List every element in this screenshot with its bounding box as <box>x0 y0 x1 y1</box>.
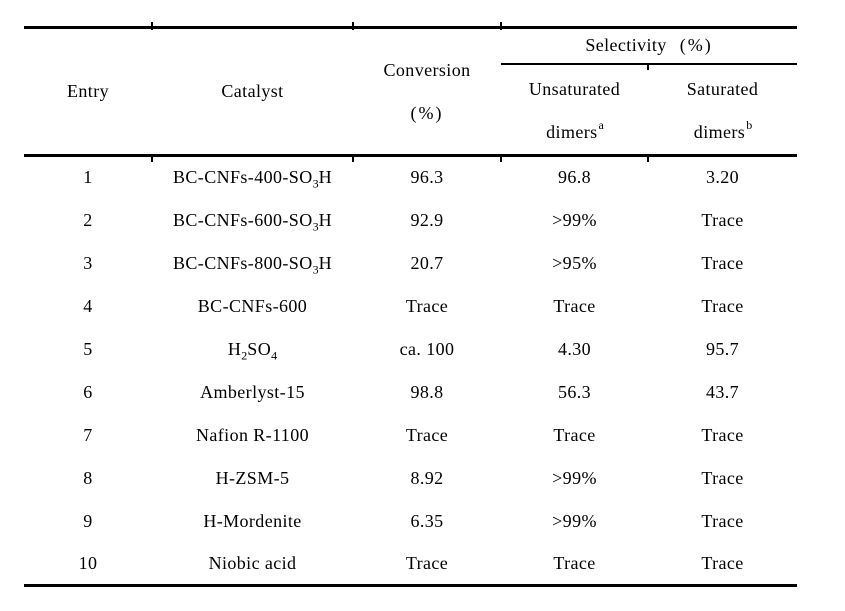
cell-conversion: 92.9 <box>410 209 444 230</box>
cell-conversion: 6.35 <box>410 510 444 531</box>
cell-entry: 5 <box>83 338 93 359</box>
cell-saturated-dimers: Trace <box>701 252 744 273</box>
column-boundary-tick <box>352 154 354 162</box>
table-row: 8 H-ZSM-5 8.92 >99% Trace <box>24 457 797 500</box>
cell-entry: 8 <box>83 467 93 488</box>
cell-unsaturated-dimers: >99% <box>552 209 597 230</box>
header-conversion: Conversion (%) <box>353 27 501 157</box>
footnote-marker-a: a <box>598 118 604 132</box>
header-conversion-label: Conversion <box>383 59 471 80</box>
catalyst-results-table: Entry Catalyst Conversion (%) Selectivit… <box>24 26 797 587</box>
cell-unsaturated-dimers: >95% <box>552 252 597 273</box>
header-catalyst: Catalyst <box>152 27 353 157</box>
table-header: Entry Catalyst Conversion (%) Selectivit… <box>24 27 797 157</box>
table-body: 1 BC-CNFs-400-SO3H 96.3 96.8 3.20 2 BC-C… <box>24 156 797 586</box>
cell-catalyst: BC-CNFs-600 <box>197 295 308 316</box>
cell-conversion: Trace <box>405 552 449 573</box>
header-row-group: Entry Catalyst Conversion (%) Selectivit… <box>24 27 797 157</box>
cell-entry: 7 <box>83 424 93 445</box>
cell-catalyst: BC-CNFs-800-SO3H <box>172 252 333 277</box>
cell-conversion: 20.7 <box>410 252 444 273</box>
header-entry: Entry <box>24 27 152 157</box>
cell-entry: 1 <box>83 167 93 188</box>
table-row: 5 H2SO4 ca. 100 4.30 95.7 <box>24 328 797 371</box>
cell-unsaturated-dimers: Trace <box>553 295 596 316</box>
column-boundary-tick <box>500 22 502 30</box>
cell-entry: 10 <box>78 552 98 573</box>
header-selectivity-group: Selectivity (%) <box>501 27 797 65</box>
column-boundary-tick <box>647 63 649 70</box>
cell-conversion: Trace <box>405 295 449 316</box>
column-boundary-tick <box>500 154 502 162</box>
table-row: 6 Amberlyst-15 98.8 56.3 43.7 <box>24 371 797 414</box>
cell-entry: 9 <box>83 510 93 531</box>
table-row: 2 BC-CNFs-600-SO3H 92.9 >99% Trace <box>24 199 797 242</box>
table-row: 3 BC-CNFs-800-SO3H 20.7 >95% Trace <box>24 242 797 285</box>
column-boundary-tick <box>352 22 354 30</box>
cell-saturated-dimers: 95.7 <box>705 338 740 359</box>
header-unsaturated-dimers: Unsaturated dimersa <box>501 63 648 157</box>
column-boundary-tick <box>151 154 153 162</box>
header-saturated-line2: dimersb <box>648 111 797 154</box>
cell-saturated-dimers: 43.7 <box>705 381 740 402</box>
cell-saturated-dimers: Trace <box>701 552 744 573</box>
cell-catalyst: Amberlyst-15 <box>200 381 305 402</box>
cell-saturated-dimers: Trace <box>701 467 744 488</box>
header-saturated-word: dimers <box>693 122 746 142</box>
header-selectivity-label: Selectivity <box>585 35 667 56</box>
cell-unsaturated-dimers: 4.30 <box>557 338 592 359</box>
cell-conversion: ca. 100 <box>399 338 455 359</box>
cell-unsaturated-dimers: Trace <box>553 552 596 573</box>
cell-catalyst: H-Mordenite <box>203 510 302 531</box>
cell-entry: 6 <box>83 381 93 402</box>
cell-conversion: 96.3 <box>410 167 444 188</box>
cell-catalyst: H-ZSM-5 <box>215 467 290 488</box>
cell-conversion: Trace <box>405 424 449 445</box>
header-unsaturated-line2: dimersa <box>501 111 648 154</box>
cell-catalyst: BC-CNFs-400-SO3H <box>172 167 333 191</box>
table-row: 4 BC-CNFs-600 Trace Trace Trace <box>24 285 797 328</box>
cell-saturated-dimers: 3.20 <box>705 167 740 188</box>
cell-saturated-dimers: Trace <box>701 295 744 316</box>
header-unsaturated-word: dimers <box>546 122 598 142</box>
cell-conversion: 8.92 <box>410 467 444 488</box>
cell-catalyst: H2SO4 <box>227 338 278 363</box>
header-saturated-line1: Saturated <box>686 79 759 99</box>
table-row: 9 H-Mordenite 6.35 >99% Trace <box>24 500 797 543</box>
column-boundary-tick <box>151 22 153 30</box>
column-boundary-tick <box>647 154 649 162</box>
cell-saturated-dimers: Trace <box>701 510 744 531</box>
header-selectivity-unit: (%) <box>679 35 713 56</box>
cell-saturated-dimers: Trace <box>701 209 744 230</box>
cell-catalyst: Niobic acid <box>208 552 297 573</box>
header-conversion-unit: (%) <box>410 102 444 123</box>
header-saturated-dimers: Saturated dimersb <box>648 63 797 157</box>
cell-saturated-dimers: Trace <box>701 424 744 445</box>
cell-unsaturated-dimers: >99% <box>552 510 597 531</box>
cell-entry: 2 <box>83 209 93 230</box>
cell-catalyst: Nafion R-1100 <box>195 424 309 445</box>
cell-unsaturated-dimers: Trace <box>553 424 596 445</box>
cell-entry: 3 <box>83 252 93 273</box>
cell-entry: 4 <box>83 295 93 316</box>
cell-unsaturated-dimers: 96.8 <box>557 167 592 188</box>
table-row: 1 BC-CNFs-400-SO3H 96.3 96.8 3.20 <box>24 156 797 199</box>
header-row-subcolumns: Unsaturated dimersa Saturated dimersb <box>24 63 797 157</box>
table-row: 10 Niobic acid Trace Trace Trace <box>24 543 797 586</box>
header-unsaturated-line1: Unsaturated <box>528 79 621 99</box>
cell-conversion: 98.8 <box>410 381 444 402</box>
cell-unsaturated-dimers: 56.3 <box>557 381 592 402</box>
table-row: 7 Nafion R-1100 Trace Trace Trace <box>24 414 797 457</box>
cell-unsaturated-dimers: >99% <box>552 467 597 488</box>
cell-catalyst: BC-CNFs-600-SO3H <box>172 209 333 234</box>
footnote-marker-b: b <box>746 118 753 132</box>
